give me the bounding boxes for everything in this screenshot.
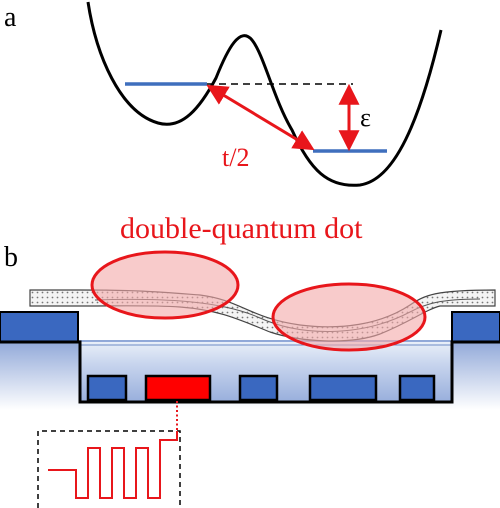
panel-a-label: a (4, 2, 17, 33)
double-quantum-dot-title: double-quantum dot (120, 212, 363, 245)
gate-5 (398, 374, 436, 402)
left-quantum-dot (90, 250, 240, 320)
tunnel-coupling-arrow (206, 84, 315, 151)
resonator-box (37, 430, 181, 508)
detuning-label: ε (360, 103, 371, 132)
readout-gate (144, 374, 212, 402)
panel-b-label: b (4, 242, 18, 273)
right-contact (451, 311, 500, 343)
tunnel-coupling-label: t/2 (222, 143, 249, 172)
gate-3 (238, 374, 279, 402)
double-well-potential (86, 1, 443, 187)
gate-1 (86, 374, 128, 402)
left-contact (0, 311, 79, 343)
gate-4 (308, 374, 378, 402)
right-quantum-dot (271, 282, 427, 352)
trench-outline (0, 340, 500, 404)
meander-resonator (48, 431, 178, 499)
